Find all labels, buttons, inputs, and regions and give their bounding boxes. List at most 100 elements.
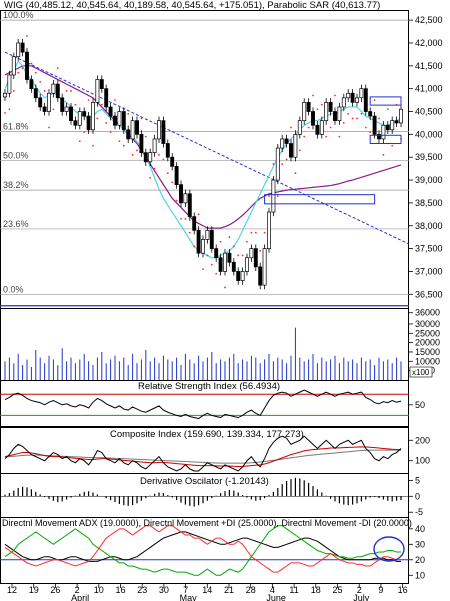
sar-dot — [276, 195, 279, 197]
dmi-axis-label: 40 — [415, 524, 425, 534]
candle-body — [218, 257, 223, 272]
sar-dot — [241, 254, 244, 257]
composite-slow-line — [4, 449, 401, 464]
sar-dot — [131, 154, 134, 156]
candle-body — [394, 120, 399, 124]
candle-body — [174, 166, 179, 185]
price-axis-label: 40,500 — [415, 107, 443, 117]
sar-dot — [342, 122, 345, 124]
price-axis-label: 38,000 — [415, 221, 443, 231]
sar-dot — [48, 126, 50, 129]
candle-body — [355, 97, 359, 103]
sar-dot — [122, 144, 125, 147]
price-axis-ticks: 42,500 42,000 41,500 41,000 40,500 40,000 39,5… — [409, 15, 443, 299]
price-axis-label: 36,500 — [415, 289, 443, 299]
candle-body — [346, 92, 351, 99]
volume-unit-box — [409, 366, 433, 378]
sar-dot — [281, 163, 284, 165]
fib-label: 0.0% — [3, 284, 24, 294]
sar-dot — [127, 112, 130, 115]
candle-body — [152, 138, 157, 153]
sar-dot — [171, 181, 174, 184]
sar-dot — [329, 126, 332, 129]
plus-di-line — [4, 525, 401, 576]
sar-dot — [78, 140, 81, 143]
candle-body — [196, 229, 201, 254]
candle-body — [315, 124, 320, 135]
candle-body — [337, 106, 342, 122]
candle-body — [42, 106, 47, 112]
candle-body — [341, 97, 346, 108]
sar-dot — [149, 176, 152, 179]
composite-axis-ticks: 200 100 — [409, 435, 430, 466]
date-label: 14 — [202, 585, 212, 595]
candle-body — [390, 120, 395, 131]
volume-axis-label: 30000 — [415, 319, 440, 329]
minus-di-line — [4, 525, 401, 573]
sar-dot — [34, 71, 37, 74]
candle-body — [64, 106, 69, 112]
sar-dot — [237, 254, 240, 257]
month-label: June — [266, 593, 286, 601]
candle-body — [262, 248, 267, 286]
derivative-axis-label: 5 — [415, 475, 420, 485]
candle-body — [205, 229, 210, 240]
rsi-title: Relative Strength Index (56.4934) — [138, 381, 280, 392]
date-label: 19 — [29, 585, 39, 595]
sar-dot — [61, 80, 64, 83]
date-label: 2 — [75, 585, 80, 595]
sar-dot — [197, 213, 200, 216]
rsi-panel: Relative Strength Index (56.4934) 50 — [0, 381, 425, 420]
sar-dot — [118, 140, 121, 143]
candle-body — [368, 111, 373, 117]
candle-body — [3, 92, 7, 98]
candle-body — [214, 248, 219, 259]
fast-moving-average — [4, 60, 402, 259]
candle-body — [302, 102, 307, 122]
volume-axis-ticks: 3600030000250002000015000100005000 — [409, 308, 440, 376]
candle-body — [108, 106, 113, 117]
price-axis-label: 41,500 — [415, 61, 443, 71]
sar-dot — [87, 99, 90, 101]
sar-dot — [312, 94, 314, 97]
derivative-axis-label: -5 — [415, 507, 423, 517]
sar-dot — [202, 268, 204, 271]
sar-dot — [74, 103, 77, 106]
sar-dot — [17, 71, 20, 74]
sar-dot — [65, 90, 68, 92]
composite-axis-label: 100 — [415, 456, 430, 466]
candle-body — [385, 124, 390, 131]
rsi-line — [4, 389, 402, 420]
candle-body — [139, 134, 144, 153]
sar-dot — [347, 112, 350, 115]
candle-body — [284, 138, 289, 144]
date-label: 10 — [94, 585, 104, 595]
candle-body — [297, 120, 302, 135]
sar-dot — [378, 117, 380, 120]
sar-dot — [210, 263, 213, 266]
candle-body — [69, 106, 73, 122]
sar-dot — [144, 135, 147, 138]
panel-frames — [0, 10, 409, 584]
candle-body — [38, 97, 43, 108]
candle-body — [333, 111, 337, 122]
derivative-axis-label: 0 — [415, 491, 420, 501]
candle-body — [126, 129, 131, 140]
composite-panel: Composite Index (159.690, 139.334, 177.2… — [4, 429, 430, 472]
candle-body — [104, 88, 109, 108]
sar-dot — [180, 218, 182, 220]
volume-panel: 3600030000250002000015000100005000 x100 — [4, 308, 440, 380]
sar-dot — [298, 149, 301, 152]
sar-dot — [259, 249, 262, 252]
price-axis-label: 41,000 — [415, 84, 443, 94]
derivative-bars — [4, 477, 402, 507]
sar-dot — [56, 67, 59, 70]
sar-dot — [4, 111, 6, 114]
date-label: 12 — [7, 585, 17, 595]
sar-dot — [391, 144, 394, 147]
candle-body — [328, 102, 333, 112]
dmi-axis-ticks: 40 30 20 10 — [409, 524, 425, 580]
sar-dot — [21, 67, 24, 70]
sar-dot — [250, 231, 253, 234]
date-label: 25 — [332, 585, 342, 595]
